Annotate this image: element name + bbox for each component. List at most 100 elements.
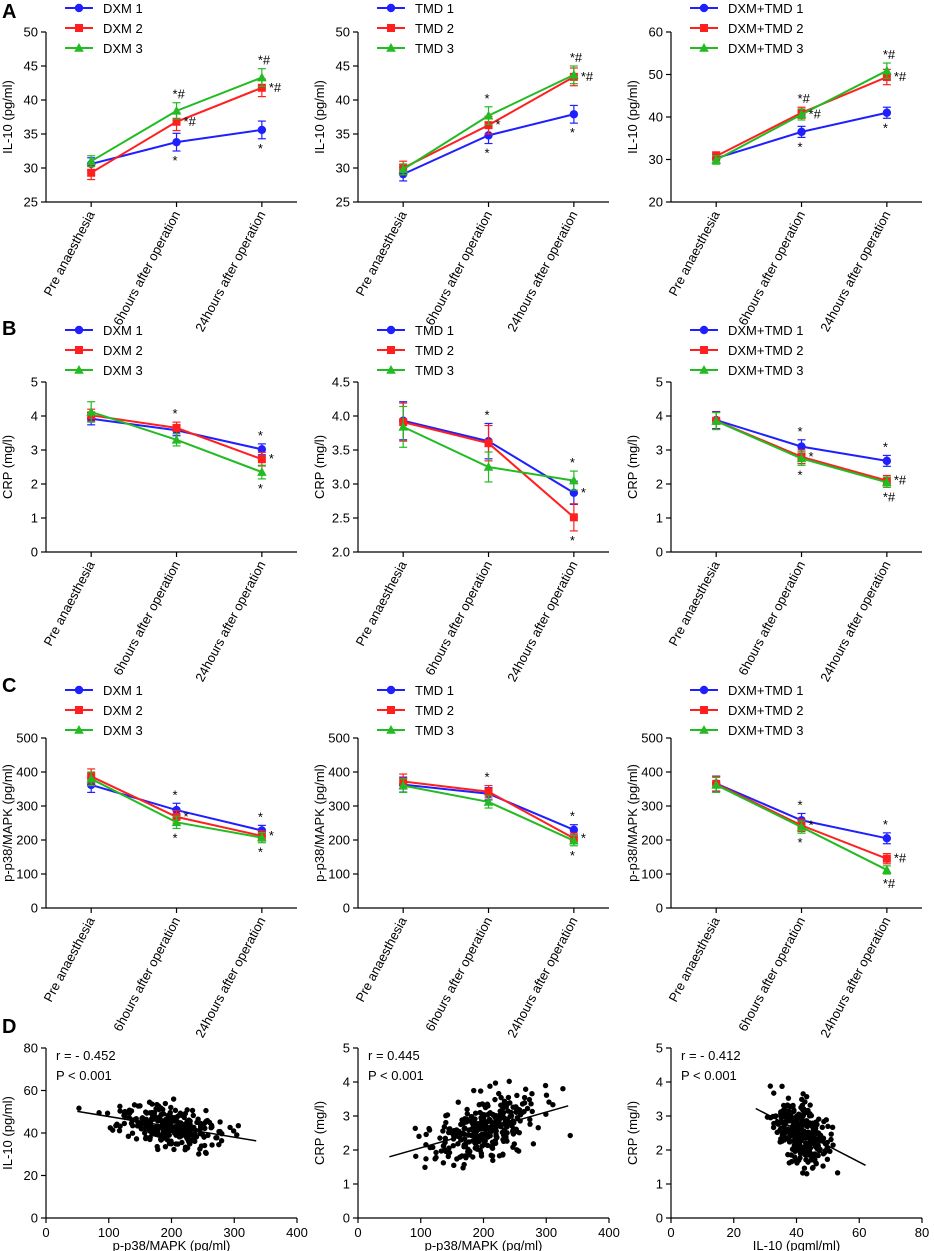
chart-b2-y-tick-label: 4.5 (332, 375, 350, 390)
chart-c3-x-tick-label: Pre anaesthesia (665, 914, 723, 1005)
chart-c1-significance-mark: * (258, 845, 263, 860)
chart-d2-scatter-point (505, 1108, 511, 1114)
chart-d2-scatter-point (492, 1096, 498, 1103)
chart-b2-significance-mark: * (485, 407, 490, 422)
chart-d3-scatter-point (803, 1157, 809, 1163)
chart-c1-legend-label: DXM 1 (103, 683, 143, 698)
chart-d2-scatter-point (543, 1092, 550, 1098)
chart-a1-y-axis-label: IL-10 (pg/ml) (0, 80, 15, 154)
chart-b2-significance-mark: * (570, 455, 575, 470)
chart-b1-legend-label: DXM 1 (103, 323, 143, 338)
chart-d1-scatter-point (230, 1128, 237, 1134)
chart-a2-legend-label: TMD 2 (415, 21, 454, 36)
chart-a3: 20 30 40 50 60 IL-10 (pg/ml) Pre anaesthesia 6h… (625, 1, 922, 334)
chart-d2-scatter-point (481, 1102, 487, 1108)
chart-d3-scatter-point (767, 1083, 774, 1089)
chart-d2-scatter-point (504, 1130, 510, 1136)
chart-d1-scatter-point (190, 1112, 196, 1119)
chart-d2-x-axis-label: p-p38/MAPK (pg/ml) (425, 1238, 543, 1251)
chart-d1-regression-line (77, 1110, 257, 1142)
chart-c1-x-tick-label: Pre anaesthesia (40, 914, 98, 1005)
chart-b3-x-tick-label: 24hours after operation (817, 558, 893, 684)
chart-a2-significance-mark: * (485, 146, 490, 161)
chart-a2-significance-mark: *# (570, 50, 583, 65)
chart-a1-significance-mark: * (258, 141, 263, 156)
chart-b1-data-point (171, 434, 182, 444)
chart-b2-significance-mark: * (570, 533, 575, 548)
chart-d2-scatter-point (472, 1110, 479, 1116)
chart-d3-scatter-point (800, 1091, 806, 1097)
chart-d2-scatter-point (475, 1135, 482, 1141)
chart-c2-y-tick-label: 100 (328, 867, 350, 882)
chart-d3-scatter-point (813, 1160, 819, 1166)
chart-c2-significance-mark: * (485, 770, 490, 785)
chart-d1-scatter-point (133, 1136, 140, 1142)
chart-d1-scatter-point (194, 1119, 200, 1126)
chart-c2-significance-mark: * (570, 848, 575, 863)
chart-c3-data-point (882, 864, 892, 874)
chart-a1: 25 30 35 40 45 50 IL-10 (pg/ml) Pre anaesthesia… (0, 1, 297, 334)
chart-a3-legend-marker (699, 43, 709, 52)
chart-d1-scatter-point (201, 1134, 207, 1140)
chart-b2-significance-mark: * (581, 485, 586, 500)
chart-c3-y-tick-label: 400 (641, 765, 663, 780)
chart-c2-y-axis-label: p-p38/MAPK (pg/ml) (312, 764, 327, 882)
chart-d3-scatter-point (806, 1142, 812, 1149)
chart-a3-legend-label: DXM+TMD 3 (728, 41, 803, 56)
chart-a3-legend-marker (699, 3, 709, 13)
chart-d1-scatter-point (189, 1107, 196, 1114)
chart-b1-data-point (257, 467, 267, 476)
chart-c1-y-tick-label: 200 (16, 833, 38, 848)
chart-d1-scatter-point (147, 1110, 153, 1116)
chart-d3-scatter-point (787, 1103, 793, 1110)
chart-d1-scatter-point (158, 1118, 165, 1124)
chart-c3-significance-mark: * (809, 817, 814, 832)
chart-d2-scatter-point (463, 1119, 469, 1125)
chart-d1-x-axis-label: p-p38/MAPK (pg/ml) (113, 1238, 231, 1251)
chart-c2-y-tick-label: 200 (328, 833, 350, 848)
chart-b2-y-tick-label: 3.0 (332, 477, 350, 492)
chart-c1: 0 100 200 300 400 500 p-p38/MAPK (pg/ml) Pre an… (0, 683, 297, 1040)
chart-d2-scatter-point (451, 1162, 457, 1169)
chart-d1-scatter-point (147, 1134, 153, 1140)
chart-c2-legend-marker (386, 725, 396, 734)
chart-d3-scatter-point (825, 1123, 831, 1130)
chart-a2-data-point (483, 110, 494, 120)
chart-d1-scatter-point (196, 1151, 202, 1157)
chart-d1-scatter-point (235, 1122, 242, 1129)
chart-c2-y-tick-label: 400 (328, 765, 350, 780)
chart-b1-x-tick-label: Pre anaesthesia (40, 558, 98, 649)
chart-d1-scatter-point (154, 1143, 160, 1150)
chart-c3-y-axis-label: p-p38/MAPK (pg/ml) (625, 764, 640, 882)
chart-d1-scatter-point (139, 1115, 146, 1121)
chart-b3-significance-mark: * (798, 467, 803, 482)
chart-d1-scatter-point (129, 1122, 136, 1129)
chart-d3-scatter-point (804, 1152, 810, 1158)
chart-a3-y-tick-label: 50 (649, 67, 663, 82)
chart-d1-scatter-point (168, 1113, 174, 1120)
chart-d1-scatter-point (117, 1103, 123, 1110)
chart-d2-scatter-point (483, 1131, 490, 1137)
chart-d2-scatter-point (461, 1161, 467, 1168)
chart-d1-scatter-point (122, 1113, 128, 1119)
chart-d3-x-tick-label: 20 (727, 1225, 741, 1240)
chart-d3-scatter-point (810, 1124, 817, 1131)
chart-c2-significance-mark: * (581, 830, 586, 845)
chart-d2-y-tick-label: 0 (343, 1211, 350, 1226)
chart-d1-scatter-point (158, 1111, 164, 1118)
chart-a3-x-tick-label: 24hours after operation (817, 208, 893, 334)
chart-a3-significance-mark: * (883, 120, 888, 135)
chart-d1-scatter-point (149, 1101, 155, 1107)
chart-d1-scatter-point (227, 1124, 233, 1131)
chart-d1-scatter-point (184, 1145, 191, 1151)
chart-b3-y-tick-label: 2 (656, 477, 663, 492)
chart-a1-data-point (86, 156, 96, 165)
chart-d1-scatter-point (121, 1120, 128, 1127)
chart-c2-data-point (483, 796, 494, 806)
chart-d2-scatter-point (413, 1153, 419, 1159)
chart-c2-y-tick-label: 0 (343, 901, 350, 916)
chart-a3-x-tick-label: 6hours after operation (735, 208, 808, 327)
chart-d2-scatter-point (445, 1153, 451, 1160)
chart-c2-y-tick-label: 500 (328, 731, 350, 746)
chart-d2-scatter-point (500, 1101, 506, 1108)
